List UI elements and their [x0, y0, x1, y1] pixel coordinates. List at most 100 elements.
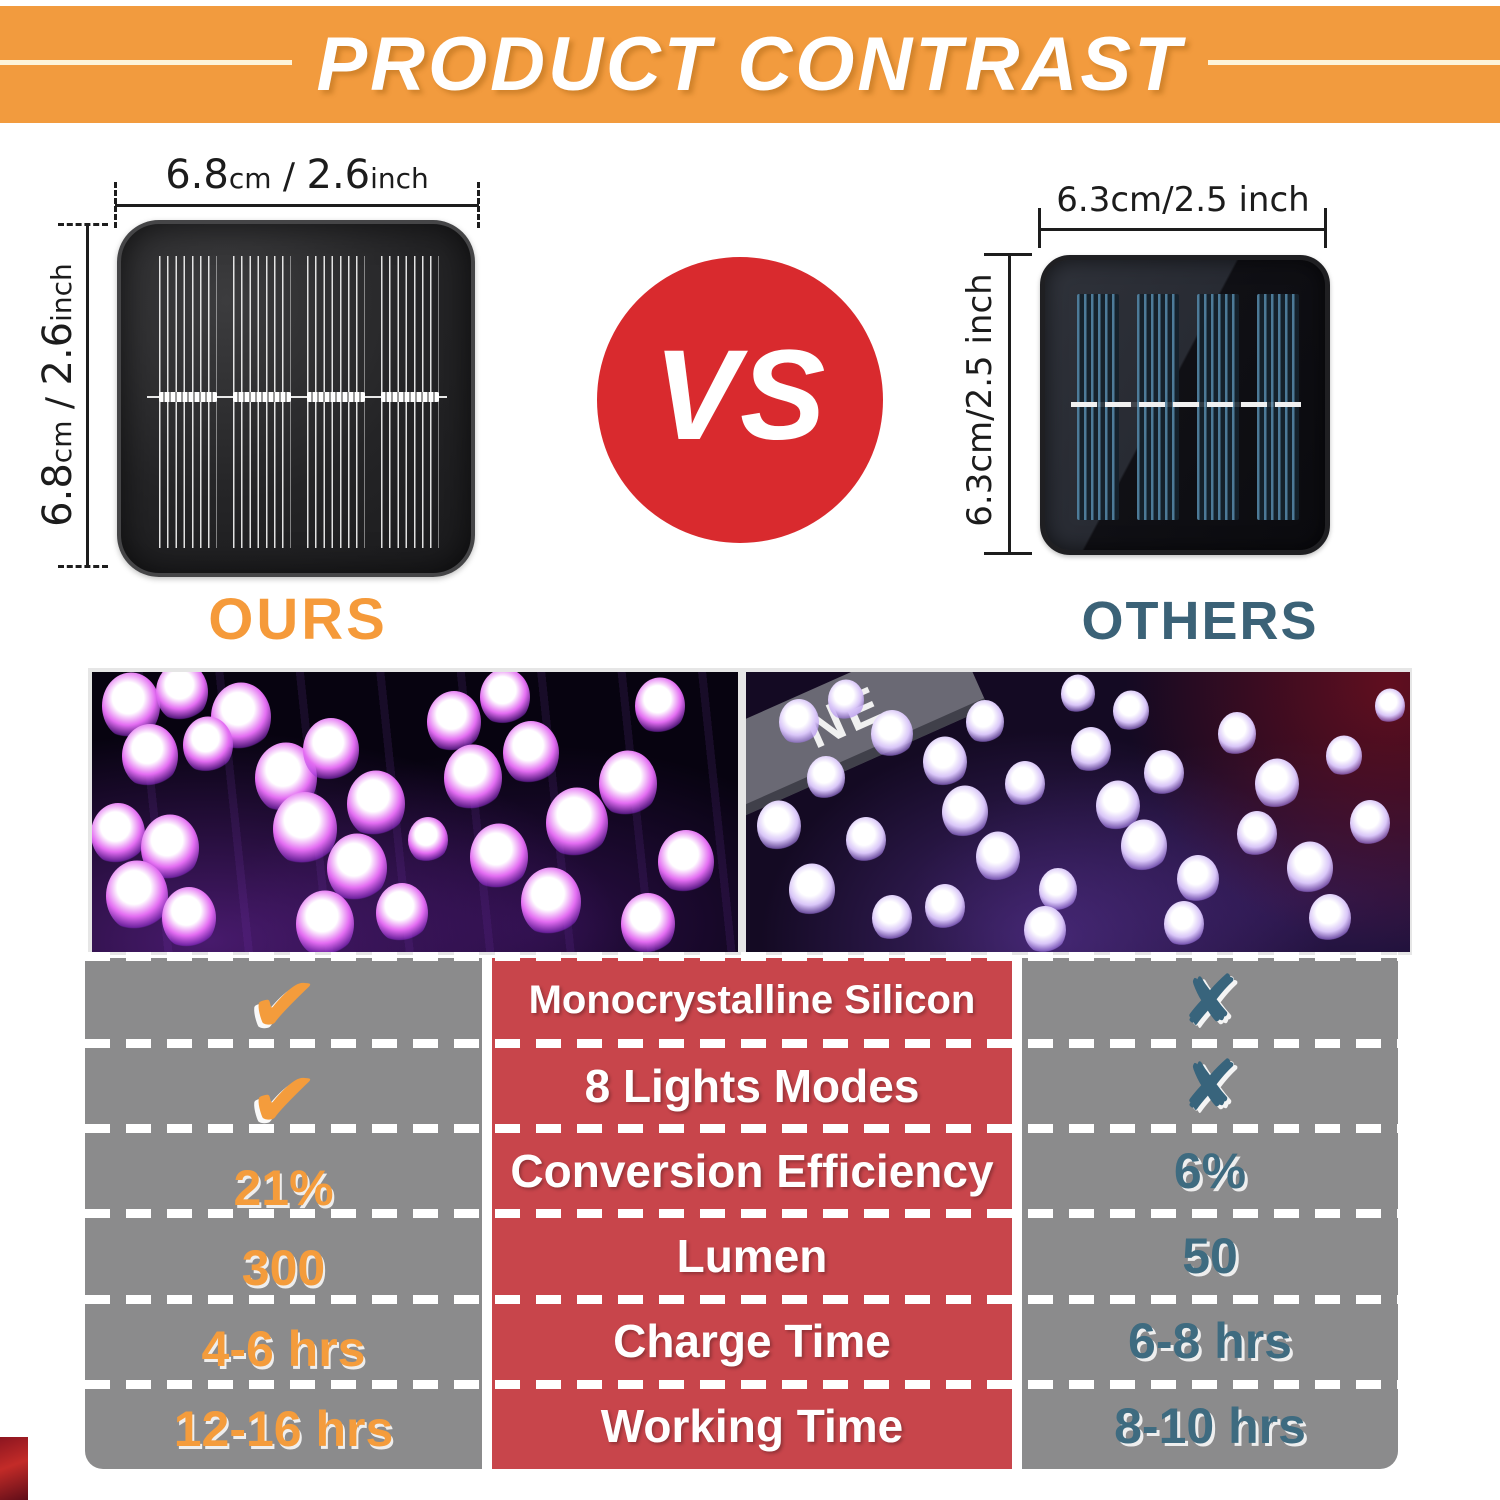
led-bulb — [1375, 688, 1406, 724]
led-bulb — [376, 882, 429, 943]
led-bulb — [635, 677, 686, 735]
others-x-monocrystalline: ✘ — [1180, 959, 1240, 1042]
led-bulb — [966, 700, 1005, 745]
page-title: PRODUCT CONTRAST — [292, 21, 1208, 108]
others-height-dimension-label: 6.3cm/2.5 inch — [960, 273, 1000, 527]
led-bulb — [92, 803, 145, 866]
ours-working-time: 12-16 hrs — [173, 1400, 394, 1457]
dimension-tick — [984, 253, 1032, 256]
dim-number: 6.8 — [165, 152, 229, 198]
solar-bus-segment — [159, 392, 217, 402]
ours-height-dimension-label: 6.8cm / 2.6inch — [35, 225, 81, 565]
feature-lumen: Lumen — [676, 1230, 828, 1283]
led-bulb — [789, 863, 836, 917]
led-bulb — [1039, 868, 1078, 913]
feature-charge-time: Charge Time — [613, 1315, 891, 1368]
others-lumen: 50 — [1182, 1228, 1238, 1285]
led-bulb — [407, 817, 448, 863]
solar-cell-stripes — [381, 256, 439, 548]
feature-monocrystalline: Monocrystalline Silicon — [528, 978, 976, 1023]
dimension-tick — [984, 552, 1032, 555]
led-bulb — [122, 724, 179, 788]
dimension-tick — [114, 182, 117, 228]
dim-number: 6.8 — [35, 463, 81, 527]
ours-width-dimension-label: 6.8cm / 2.6inch — [115, 152, 479, 198]
row-divider — [85, 1209, 1398, 1218]
dim-separator: / — [39, 385, 80, 421]
led-bulb — [156, 672, 209, 722]
led-bulb — [872, 895, 913, 942]
led-bulb — [599, 750, 658, 818]
comparison-table: ✔ ✔ 21% 300 4-6 hrs 12-16 hrs Monocrysta… — [85, 952, 1398, 1469]
others-x-modes: ✘ — [1180, 1044, 1240, 1127]
led-bulb — [161, 887, 216, 950]
led-bulb — [480, 672, 531, 726]
led-bulb — [1113, 690, 1150, 732]
vs-text: VS — [653, 323, 827, 467]
led-bulb — [1121, 819, 1168, 873]
row-divider — [85, 1380, 1398, 1389]
solar-cell-band — [1137, 294, 1179, 520]
ours-led-photo — [92, 672, 738, 952]
led-bulb — [1350, 800, 1391, 847]
solar-cell-band — [1077, 294, 1119, 520]
led-bulb — [469, 823, 528, 891]
led-bulb — [1023, 905, 1066, 952]
others-width-dimension-line — [1040, 228, 1326, 231]
dim-unit: inch — [370, 162, 429, 195]
led-bulb — [1237, 811, 1278, 858]
led-bulb — [1061, 674, 1095, 714]
ours-lumen: 300 — [241, 1240, 326, 1297]
solar-bus-segment — [233, 392, 291, 402]
others-solar-panel-image — [1040, 255, 1330, 555]
dim-separator: / — [271, 156, 307, 197]
others-working-time: 8-10 hrs — [1114, 1398, 1306, 1455]
led-bulb — [303, 718, 360, 783]
led-bulb — [620, 893, 675, 952]
led-bulb — [426, 691, 481, 754]
led-bulb — [806, 756, 845, 801]
led-bulb — [106, 860, 169, 932]
ours-charge-time: 4-6 hrs — [201, 1320, 366, 1377]
solar-bus-bar — [147, 396, 447, 398]
dim-number: 2.6 — [306, 152, 371, 198]
led-bulb — [503, 721, 560, 786]
ours-width-dimension-line — [115, 204, 479, 207]
led-bulb — [779, 699, 820, 746]
others-width-dimension-label: 6.3cm/2.5 inch — [1056, 180, 1310, 220]
led-bulb — [1218, 711, 1257, 756]
feature-light-modes: 8 Lights Modes — [584, 1059, 920, 1112]
dim-unit: cm — [45, 420, 78, 464]
led-bulb — [1325, 735, 1362, 777]
row-divider — [85, 952, 1398, 961]
led-bulb — [1004, 761, 1045, 807]
led-bulb — [183, 716, 234, 774]
solar-cell-stripes — [307, 256, 365, 548]
dim-unit: cm — [228, 162, 272, 195]
led-bulb — [976, 831, 1021, 883]
others-conversion-efficiency: 6% — [1173, 1142, 1247, 1199]
led-bulb — [1144, 749, 1185, 796]
led-bulb — [347, 770, 406, 838]
others-led-photo: NE — [746, 672, 1410, 952]
led-bulb — [1071, 727, 1112, 774]
dim-unit: inch — [45, 263, 78, 322]
led-bulb — [942, 785, 989, 839]
led-bulb — [923, 736, 968, 788]
dim-number: 2.6 — [35, 321, 81, 386]
title-banner: PRODUCT CONTRAST — [0, 6, 1500, 123]
solar-bus-segment — [381, 392, 439, 402]
ours-height-dimension-line — [86, 224, 89, 567]
row-divider — [85, 1039, 1398, 1048]
led-bulb — [871, 709, 914, 758]
led-bulb — [326, 833, 387, 903]
led-bulb — [845, 817, 886, 863]
dimension-tick — [477, 182, 480, 228]
led-bulb — [1287, 841, 1334, 895]
row-divider — [85, 1124, 1398, 1133]
led-bulb — [1255, 758, 1300, 810]
row-divider — [85, 1295, 1398, 1304]
solar-cell-band — [1197, 294, 1239, 520]
feature-working-time: Working Time — [600, 1400, 904, 1453]
